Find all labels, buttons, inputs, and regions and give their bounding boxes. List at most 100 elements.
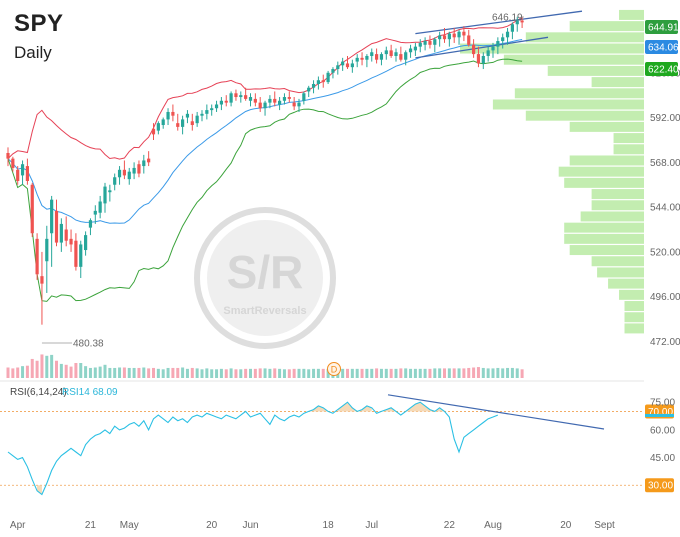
- volume-bar: [35, 360, 39, 378]
- candle: [88, 218, 93, 236]
- candle: [375, 48, 379, 64]
- volume-bar: [98, 366, 102, 378]
- volume-bar: [258, 368, 262, 378]
- candle: [45, 225, 49, 293]
- rsi-tick-label: 75.00: [650, 398, 675, 409]
- candle: [108, 184, 112, 202]
- candle: [428, 35, 432, 49]
- volume-bar: [161, 369, 165, 378]
- basis-line: [7, 39, 523, 224]
- time-tick-label: 18: [323, 520, 335, 531]
- candle: [224, 95, 228, 107]
- volume-bar: [69, 366, 73, 378]
- volume-bar: [219, 368, 223, 378]
- candle-body: [79, 244, 83, 267]
- rsi-name: RSI(6,14,24): [10, 387, 67, 398]
- candle: [195, 111, 199, 127]
- volume-bar: [326, 368, 330, 378]
- candle: [137, 160, 141, 178]
- candle: [181, 115, 185, 135]
- price-tick-label: 592.00: [650, 113, 680, 124]
- volume-bar: [253, 368, 257, 378]
- volume-bar: [64, 364, 68, 378]
- candle: [161, 117, 165, 129]
- candle: [142, 154, 146, 174]
- candle: [345, 55, 350, 70]
- candle-body: [122, 169, 126, 176]
- candle: [413, 42, 417, 56]
- candle-body: [442, 35, 447, 40]
- candle: [20, 160, 25, 185]
- candle: [505, 27, 510, 45]
- high-price-label: 646.19: [492, 13, 523, 24]
- volume-bar: [93, 367, 97, 378]
- candle-body: [399, 54, 403, 60]
- volume-bar: [399, 368, 403, 378]
- time-tick-label: 21: [85, 520, 97, 531]
- volume-bar: [50, 354, 54, 378]
- candle-body: [375, 54, 379, 60]
- candle-body: [248, 97, 253, 101]
- candle-body: [103, 186, 107, 204]
- volume-profile-bar: [564, 233, 644, 244]
- candle-body: [268, 98, 272, 103]
- upper-band-line: [7, 17, 523, 160]
- volume-bar: [113, 367, 117, 378]
- volume-bar: [166, 367, 170, 378]
- ticker-title: SPY: [14, 10, 64, 37]
- volume-bar: [287, 369, 291, 378]
- volume-profile-bar: [525, 32, 644, 43]
- volume-bar: [355, 368, 359, 378]
- candle-body: [501, 37, 505, 42]
- candle-body: [438, 35, 442, 40]
- candle: [103, 182, 107, 213]
- candle-body: [113, 177, 117, 185]
- candle: [350, 59, 354, 73]
- candle-body: [515, 20, 519, 25]
- volume-bar: [297, 368, 301, 378]
- volume-bar: [229, 368, 233, 378]
- volume-bar: [370, 368, 374, 378]
- volume-bar: [481, 367, 485, 378]
- event-marker-circle: [327, 362, 341, 376]
- candle-body: [219, 100, 223, 105]
- price-annotations: 646.19 480.38: [41, 13, 524, 350]
- candle: [423, 37, 427, 51]
- volume-profile-bar: [591, 256, 644, 267]
- candle-body: [50, 199, 54, 234]
- candle: [501, 33, 505, 49]
- volume-bar: [45, 355, 49, 378]
- candle: [452, 27, 456, 43]
- candle: [229, 91, 233, 107]
- volume-profile-bar: [503, 54, 644, 65]
- candle-body: [54, 210, 59, 243]
- candle-body: [491, 46, 495, 51]
- candle: [297, 98, 301, 112]
- candle-body: [486, 50, 490, 56]
- volume-bar: [443, 368, 446, 378]
- candle-body: [384, 50, 388, 55]
- volume-bar: [118, 367, 122, 378]
- candle-body: [64, 229, 68, 241]
- volume-bar: [132, 367, 136, 378]
- volume-bar: [137, 367, 141, 378]
- candle-body: [181, 119, 185, 127]
- candle-body: [297, 102, 301, 107]
- volume-bar: [152, 367, 155, 378]
- candle: [278, 97, 282, 111]
- rsi-divergence-trendline: [387, 394, 605, 430]
- candle-body: [195, 115, 199, 124]
- candle-body: [6, 153, 10, 159]
- candle-body: [467, 35, 471, 45]
- candle: [11, 156, 15, 172]
- volume-profile-bar: [624, 323, 644, 334]
- volume-bar: [457, 368, 461, 378]
- volume-bar: [176, 367, 180, 378]
- price-tag-label: 644.91: [648, 23, 679, 34]
- candle-body: [355, 57, 359, 62]
- volume-bar: [215, 369, 219, 378]
- candle-body: [117, 169, 122, 178]
- volume-profile-bar: [591, 189, 644, 200]
- candle: [74, 233, 78, 271]
